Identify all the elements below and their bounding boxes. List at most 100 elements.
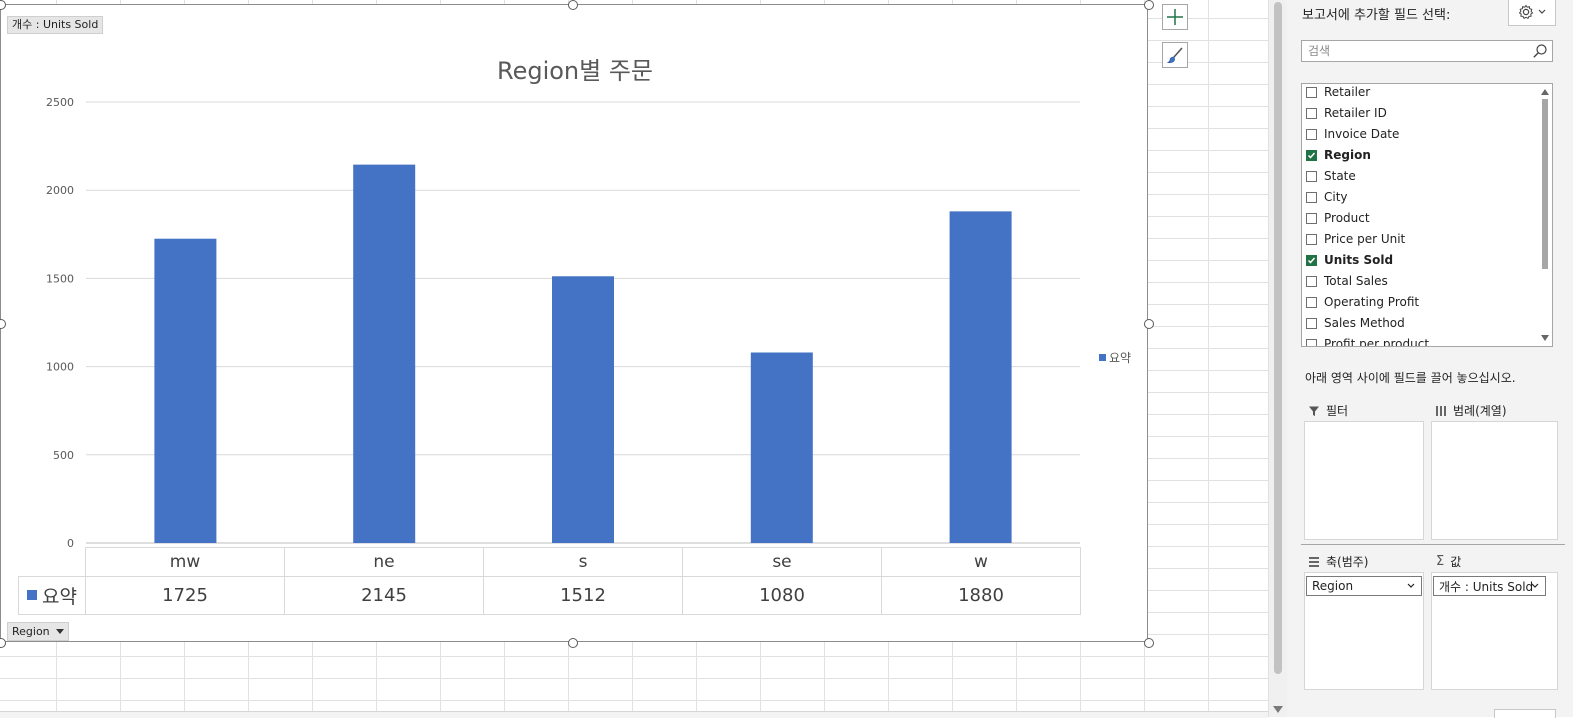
axis-field-dropdown[interactable]: Region [1306, 576, 1422, 596]
resize-handle-top-left[interactable] [0, 0, 6, 10]
field-item[interactable]: City [1306, 187, 1348, 207]
resize-handle-right[interactable] [1144, 319, 1154, 329]
axis-field-item: Region [1312, 579, 1354, 593]
field-label: Profit per product [1324, 337, 1430, 347]
axis-area-label: 축(범주) [1308, 553, 1368, 570]
y-tick-label: 2000 [46, 184, 74, 197]
data-value: 1512 [483, 576, 683, 615]
filter-drop-zone[interactable] [1304, 421, 1424, 540]
bar-s[interactable] [552, 276, 614, 543]
field-label: Retailer [1324, 85, 1371, 99]
chart-legend[interactable]: 요약 [1099, 349, 1131, 366]
series-key-label: 요약 [42, 586, 77, 608]
values-field-dropdown[interactable]: 개수 : Units Sold [1433, 576, 1546, 596]
checkmark-icon [1307, 257, 1316, 264]
field-list[interactable]: Retailer Retailer ID Invoice Date Region Sta… [1301, 83, 1553, 347]
scroll-up-arrow-icon[interactable] [1541, 89, 1549, 95]
search-input[interactable] [1302, 41, 1528, 61]
search-icon[interactable] [1532, 43, 1548, 59]
field-list-scroll-thumb[interactable] [1542, 99, 1548, 269]
defer-update-button[interactable] [1494, 709, 1556, 718]
field-item[interactable]: Invoice Date [1306, 124, 1399, 144]
value-field-button[interactable]: 개수 : Units Sold [7, 16, 104, 34]
data-value: 2145 [284, 576, 484, 615]
checkbox[interactable] [1306, 128, 1317, 140]
values-area-label: Σ 값 [1436, 553, 1461, 570]
checkbox[interactable] [1306, 233, 1317, 245]
resize-handle-top[interactable] [568, 0, 578, 10]
field-label: State [1324, 169, 1356, 183]
field-item[interactable]: State [1306, 166, 1356, 186]
category-label: ne [284, 547, 484, 577]
checkbox[interactable] [1306, 191, 1317, 203]
bar-ne[interactable] [353, 164, 416, 543]
plot-area[interactable]: 0 500 1000 1500 2000 2500 [1, 5, 1147, 641]
filter-area-label: 필터 [1308, 402, 1348, 419]
resize-handle-bottom-right[interactable] [1144, 638, 1154, 648]
data-value: 1880 [881, 576, 1081, 615]
sheet-bottom-strip [0, 711, 1268, 718]
chart-data-table[interactable]: mw ne s se w 요약 1725 2145 1512 1080 1880 [18, 547, 1081, 615]
sigma-icon: Σ [1436, 554, 1445, 569]
legend-area-title: 범례(계열) [1453, 404, 1507, 418]
filter-icon [1309, 406, 1319, 416]
field-item[interactable]: Retailer [1306, 84, 1371, 102]
checked-checkbox[interactable] [1306, 149, 1317, 161]
field-label: Sales Method [1324, 316, 1405, 330]
field-item[interactable]: Units Sold [1306, 250, 1393, 270]
axis-field-label: Region [12, 625, 50, 638]
sheet-vertical-scrollbar[interactable] [1268, 0, 1287, 717]
axis-field-button[interactable]: Region [7, 622, 69, 641]
field-item[interactable]: Retailer ID [1306, 103, 1387, 123]
resize-handle-top-right[interactable] [1144, 0, 1154, 10]
bar-w[interactable] [949, 211, 1012, 544]
resize-handle-left[interactable] [0, 319, 6, 329]
chart-styles-button[interactable] [1162, 42, 1188, 68]
chart-title[interactable]: Region별 주문 [496, 57, 654, 85]
field-item[interactable]: Sales Method [1306, 313, 1405, 333]
resize-handle-bottom[interactable] [568, 638, 578, 648]
data-value: 1725 [85, 576, 285, 615]
field-label: Operating Profit [1324, 295, 1420, 309]
scroll-down-arrow-icon[interactable] [1273, 706, 1283, 713]
checkbox[interactable] [1306, 338, 1317, 346]
axis-area-title: 축(범주) [1326, 555, 1369, 569]
checkbox[interactable] [1306, 107, 1317, 119]
y-axis-tick-labels: 0 500 1000 1500 2000 2500 [46, 96, 74, 550]
field-item[interactable]: Price per Unit [1306, 229, 1405, 249]
field-search-box[interactable] [1301, 40, 1553, 62]
field-item[interactable]: Region [1306, 145, 1371, 165]
legend-drop-zone[interactable] [1431, 421, 1558, 540]
resize-handle-bottom-left[interactable] [0, 638, 6, 648]
checkbox[interactable] [1306, 296, 1317, 308]
field-label: Product [1324, 211, 1370, 225]
field-item[interactable]: Total Sales [1306, 271, 1388, 291]
gear-icon [1518, 4, 1534, 19]
bar-se[interactable] [750, 352, 813, 543]
pivot-chart[interactable]: 개수 : Units Sold Region별 주문 0 500 1000 1500 2… [0, 4, 1148, 642]
y-tick-label: 1500 [46, 272, 74, 285]
legend-entry: 요약 [1109, 351, 1132, 365]
checkbox[interactable] [1306, 317, 1317, 329]
values-field-item: 개수 : Units Sold [1439, 579, 1534, 594]
checkbox[interactable] [1306, 212, 1317, 224]
chevron-down-icon [1531, 583, 1539, 588]
bar-mw[interactable] [154, 238, 217, 543]
scroll-down-arrow-icon[interactable] [1541, 335, 1549, 341]
field-label: Total Sales [1324, 274, 1388, 288]
field-list-settings-button[interactable] [1508, 0, 1556, 26]
filter-area-title: 필터 [1326, 404, 1349, 418]
legend-swatch [1099, 354, 1106, 361]
checkbox[interactable] [1306, 170, 1317, 182]
field-item[interactable]: Product [1306, 208, 1370, 228]
field-list-scrollbar[interactable] [1539, 85, 1551, 345]
chart-elements-button[interactable] [1162, 4, 1188, 30]
checkbox[interactable] [1306, 275, 1317, 287]
field-item[interactable]: Operating Profit [1306, 292, 1419, 312]
pivot-field-list-pane: 보고서에 추가할 필드 선택: Retailer Retailer ID Invoi… [1293, 0, 1573, 718]
checkbox[interactable] [1306, 86, 1317, 98]
checked-checkbox[interactable] [1306, 254, 1317, 266]
field-item[interactable]: Profit per product [1306, 334, 1430, 347]
category-label: s [483, 547, 683, 577]
sheet-scroll-thumb[interactable] [1274, 2, 1282, 674]
